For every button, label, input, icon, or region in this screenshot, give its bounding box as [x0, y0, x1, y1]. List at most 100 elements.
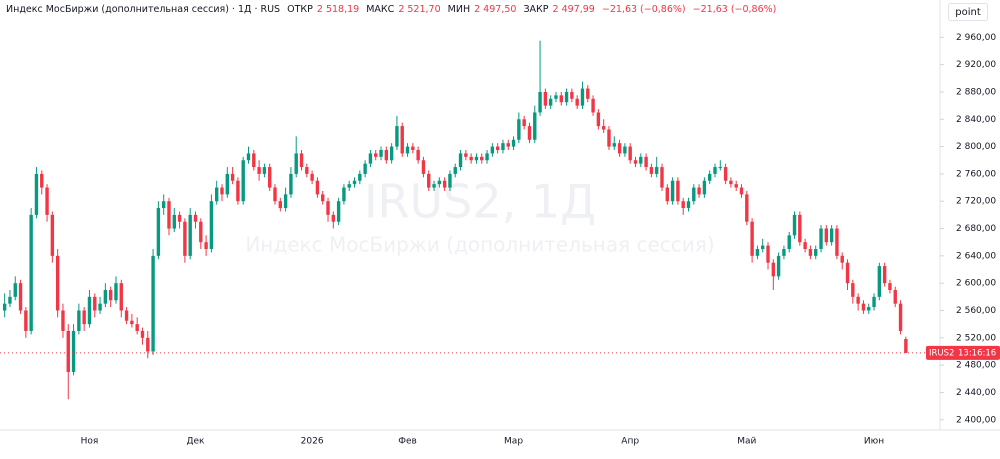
- candle-body: [45, 187, 49, 215]
- scale-button[interactable]: point: [948, 3, 988, 21]
- candle-body: [278, 201, 283, 209]
- candle-body: [522, 119, 526, 127]
- candle-body: [77, 310, 81, 331]
- candle-body: [533, 112, 537, 140]
- candle-body: [98, 303, 102, 311]
- candle-body: [405, 146, 410, 154]
- candle-body: [411, 146, 415, 150]
- y-tick-label: 2 520,00: [956, 333, 996, 343]
- candle-body: [236, 180, 240, 202]
- candle-body: [61, 310, 65, 331]
- y-tick-label: 2 960,00: [956, 33, 996, 43]
- candle-body: [342, 187, 346, 202]
- candle-body: [596, 112, 601, 127]
- candle-body: [283, 194, 288, 209]
- candle-body: [321, 194, 325, 202]
- candle-body: [395, 126, 399, 147]
- candle-body: [543, 91, 548, 106]
- candle-body: [140, 330, 145, 338]
- candle-body: [262, 167, 267, 174]
- candle-body: [464, 153, 468, 157]
- candle-body: [506, 143, 510, 147]
- x-tick-label: Ноя: [81, 437, 99, 447]
- candle-body: [782, 249, 786, 256]
- candle-body: [564, 91, 569, 103]
- candle-body: [24, 310, 28, 331]
- candle-body: [787, 235, 791, 250]
- candle-body: [103, 290, 108, 304]
- candle-body: [177, 214, 182, 222]
- candle-body: [840, 255, 844, 263]
- candle-body: [750, 221, 754, 256]
- y-tick-label: 2 600,00: [956, 279, 996, 289]
- candle-body: [814, 249, 818, 256]
- candle-body: [517, 119, 521, 140]
- candle-body: [241, 160, 245, 202]
- candle-body: [421, 160, 426, 174]
- candle-body: [108, 290, 113, 301]
- candle-body: [633, 160, 638, 164]
- candle-body: [352, 180, 357, 185]
- high-value: 2 521,70: [398, 4, 441, 15]
- candle-body: [379, 150, 383, 157]
- candle-body: [389, 146, 394, 161]
- candle-body: [368, 153, 373, 164]
- close-label: ЗАКР: [523, 4, 549, 15]
- change-value: −21,63 (−0,86%): [601, 4, 686, 15]
- candle-body: [87, 296, 92, 325]
- candle-body: [50, 214, 55, 256]
- candle-body: [686, 201, 691, 209]
- candle-body: [156, 208, 161, 256]
- x-tick-label: Мар: [504, 437, 523, 447]
- candle-body: [299, 153, 304, 168]
- y-tick-label: 2 880,00: [956, 87, 996, 97]
- candle-body: [209, 201, 214, 250]
- candle-body: [427, 173, 431, 188]
- x-tick-label: Фев: [398, 437, 417, 447]
- candle-body: [872, 296, 876, 308]
- legend-header: Индекс МосБиржи (дополнительная сессия) …: [6, 4, 780, 15]
- candle-body: [289, 173, 293, 195]
- candle-body: [692, 187, 696, 202]
- open-value: 2 518,19: [316, 4, 360, 15]
- candle-body: [66, 330, 70, 372]
- low-label: МИН: [447, 4, 471, 15]
- candle-body: [252, 153, 256, 168]
- y-tick-label: 2 920,00: [956, 60, 996, 70]
- candle-body: [448, 173, 452, 188]
- candle-body: [845, 262, 850, 284]
- y-tick-label: 2 440,00: [956, 388, 996, 398]
- candle-body: [161, 201, 166, 209]
- candle-body: [745, 194, 749, 222]
- candle-body: [214, 187, 219, 202]
- symbol-title: Индекс МосБиржи (дополнительная сессия) …: [6, 4, 281, 15]
- price-tag-symbol: IRUS2: [929, 348, 954, 358]
- candle-body: [495, 146, 500, 150]
- candle-body: [34, 173, 39, 215]
- candle-body: [771, 262, 776, 277]
- candle-body: [358, 173, 362, 181]
- candle-body: [708, 173, 712, 181]
- candle-body: [829, 228, 834, 243]
- candle-body: [400, 126, 404, 154]
- candle-body: [904, 339, 908, 353]
- watermark-symbol: IRUS2, 1Д: [364, 175, 596, 229]
- y-tick-label: 2 760,00: [956, 169, 996, 179]
- candle-body: [824, 228, 829, 243]
- candle-body: [649, 167, 654, 174]
- x-tick-label: Май: [737, 437, 756, 447]
- candle-body: [628, 146, 632, 161]
- y-tick-label: 2 480,00: [956, 361, 996, 371]
- candle-body: [416, 150, 420, 161]
- candle-body: [660, 167, 664, 188]
- candle-body: [601, 126, 606, 130]
- candle-body: [453, 167, 457, 174]
- candle-body: [538, 91, 542, 113]
- candle-body: [294, 153, 298, 174]
- candle-body: [257, 167, 261, 174]
- candle-body: [347, 184, 351, 188]
- candle-body: [82, 310, 86, 325]
- candle-body: [835, 228, 839, 256]
- y-tick-label: 2 720,00: [956, 197, 996, 207]
- candle-body: [183, 221, 187, 256]
